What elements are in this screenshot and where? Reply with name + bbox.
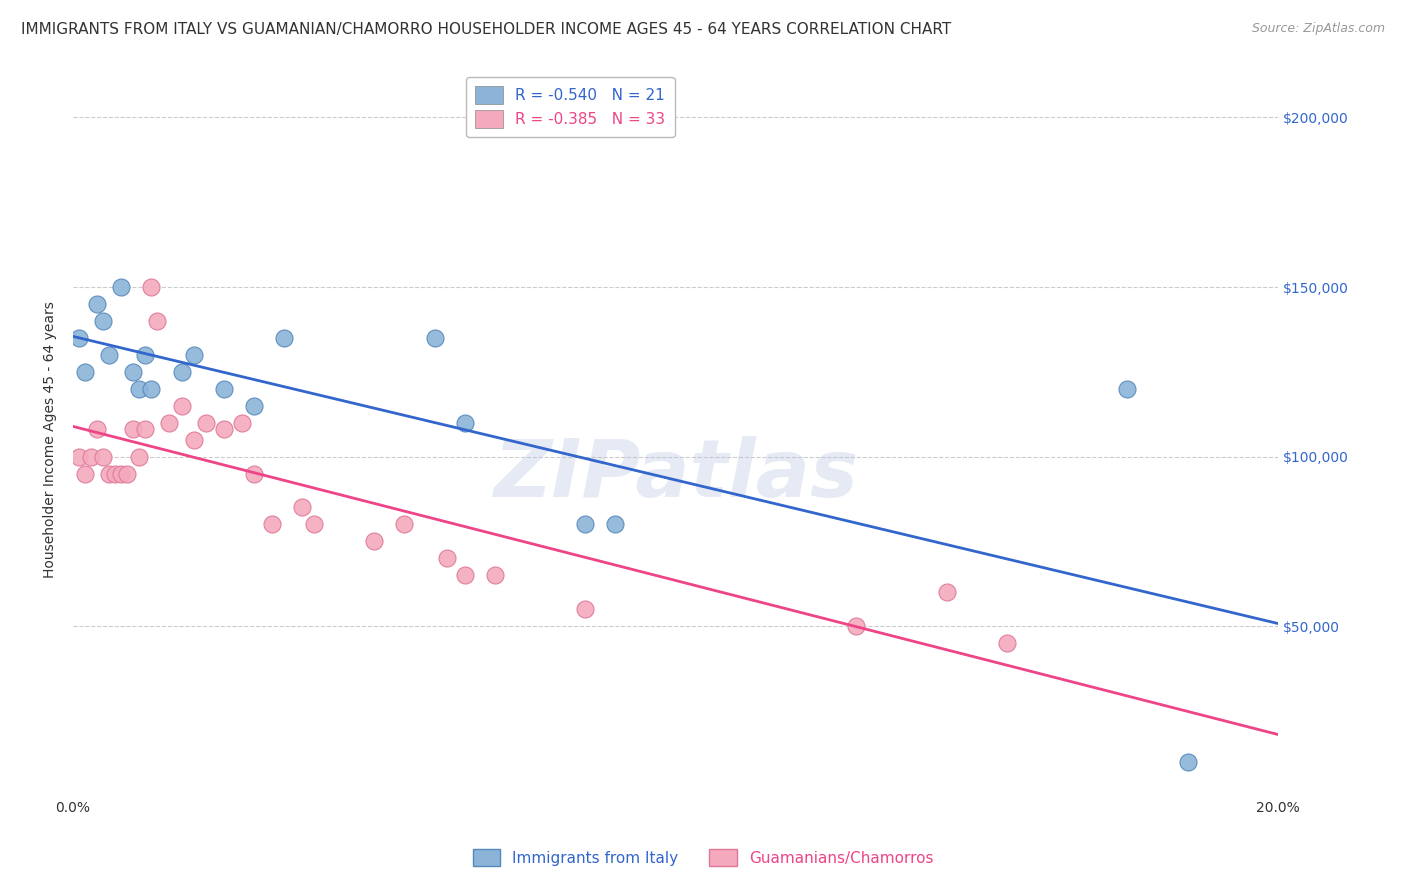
- Point: [117, 467, 139, 481]
- Point: [67, 331, 90, 345]
- Point: [80, 450, 103, 464]
- Point: [86, 297, 108, 311]
- Point: [995, 636, 1018, 650]
- Point: [363, 534, 385, 549]
- Point: [110, 467, 132, 481]
- Point: [291, 500, 314, 515]
- Point: [243, 467, 266, 481]
- Point: [159, 416, 181, 430]
- Point: [91, 314, 114, 328]
- Point: [1177, 755, 1199, 769]
- Point: [128, 450, 150, 464]
- Point: [212, 382, 235, 396]
- Point: [260, 517, 283, 532]
- Point: [212, 422, 235, 436]
- Legend: R = -0.540   N = 21, R = -0.385   N = 33: R = -0.540 N = 21, R = -0.385 N = 33: [467, 77, 675, 136]
- Text: Source: ZipAtlas.com: Source: ZipAtlas.com: [1251, 22, 1385, 36]
- Point: [104, 467, 127, 481]
- Point: [128, 382, 150, 396]
- Point: [484, 568, 506, 582]
- Point: [454, 568, 477, 582]
- Legend: Immigrants from Italy, Guamanians/Chamorros: Immigrants from Italy, Guamanians/Chamor…: [464, 839, 942, 875]
- Point: [110, 280, 132, 294]
- Text: IMMIGRANTS FROM ITALY VS GUAMANIAN/CHAMORRO HOUSEHOLDER INCOME AGES 45 - 64 YEAR: IMMIGRANTS FROM ITALY VS GUAMANIAN/CHAMO…: [21, 22, 952, 37]
- Point: [454, 416, 477, 430]
- Point: [183, 348, 205, 362]
- Text: ZIPatlas: ZIPatlas: [494, 436, 858, 514]
- Point: [122, 365, 145, 379]
- Point: [75, 365, 97, 379]
- Point: [134, 348, 156, 362]
- Point: [98, 467, 121, 481]
- Point: [98, 348, 121, 362]
- Point: [243, 399, 266, 413]
- Point: [231, 416, 253, 430]
- Point: [75, 467, 97, 481]
- Point: [273, 331, 295, 345]
- Point: [436, 551, 458, 566]
- Point: [302, 517, 325, 532]
- Y-axis label: Householder Income Ages 45 - 64 years: Householder Income Ages 45 - 64 years: [44, 301, 58, 578]
- Point: [194, 416, 217, 430]
- Point: [146, 314, 169, 328]
- Point: [170, 399, 193, 413]
- Point: [134, 422, 156, 436]
- Point: [67, 450, 90, 464]
- Point: [1116, 382, 1139, 396]
- Point: [423, 331, 446, 345]
- Point: [574, 602, 596, 616]
- Point: [170, 365, 193, 379]
- Point: [845, 619, 868, 633]
- Point: [605, 517, 627, 532]
- Point: [91, 450, 114, 464]
- Point: [86, 422, 108, 436]
- Point: [935, 585, 957, 599]
- Point: [183, 433, 205, 447]
- Point: [122, 422, 145, 436]
- Point: [394, 517, 416, 532]
- Point: [574, 517, 596, 532]
- Point: [141, 382, 163, 396]
- Point: [141, 280, 163, 294]
